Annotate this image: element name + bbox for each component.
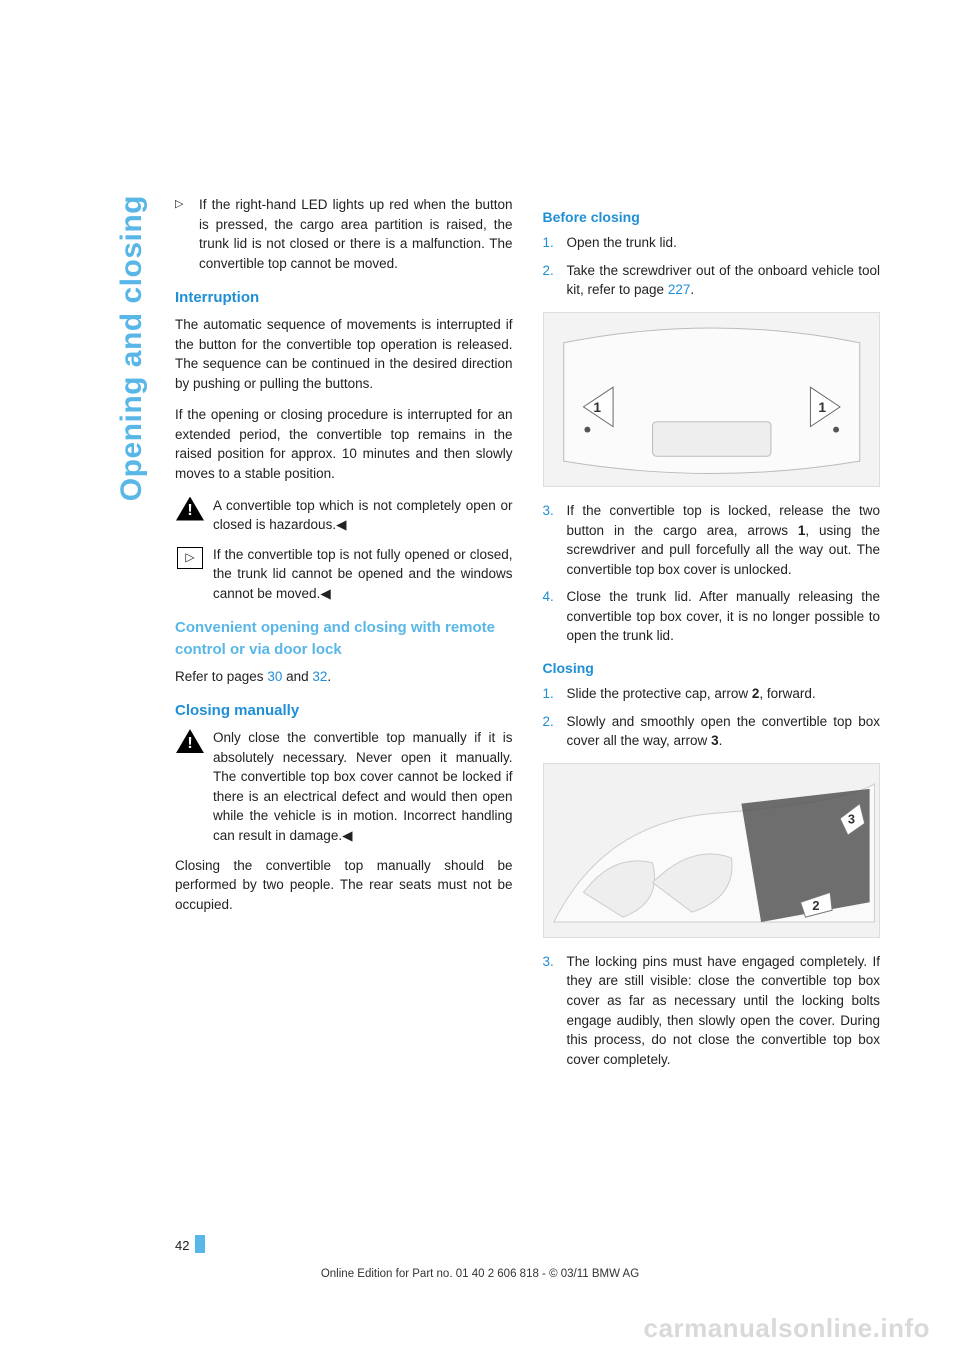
closing-list: 1. Slide the protective cap, arrow 2, fo… [543,684,881,751]
step-4: 4. Close the trunk lid. After manually r… [543,587,881,646]
interior-diagram-icon: 3 2 [544,764,880,937]
svg-text:2: 2 [812,898,819,913]
led-bullet: ▷ If the right-hand LED lights up red wh… [175,195,513,273]
step-1: 1. Open the trunk lid. [543,233,881,253]
step-2-text: Take the screwdriver out of the onboard … [567,261,881,300]
warning-glyph: ! [176,497,204,521]
warning-icon: ! [175,496,205,522]
c2bold: 3 [711,733,719,748]
led-bullet-text: If the right-hand LED lights up red when… [199,195,513,273]
closing-step-1-text: Slide the protective cap, arrow 2, forwa… [567,684,881,704]
page-link-227[interactable]: 227 [668,282,691,297]
left-column: ▷ If the right-hand LED lights up red wh… [175,195,513,1081]
page-number-bar-icon [195,1235,205,1253]
content-columns: ▷ If the right-hand LED lights up red wh… [175,195,880,1081]
note-icon: ▷ [175,545,205,571]
step-num-2: 2. [543,261,567,300]
closing-num-1: 1. [543,684,567,704]
closing-step-1: 1. Slide the protective cap, arrow 2, fo… [543,684,881,704]
step-num-1: 1. [543,233,567,253]
warning-row-2: ! Only close the convertible top manuall… [175,728,513,845]
step-num-4: 4. [543,587,567,646]
heading-interruption: Interruption [175,287,513,309]
heading-closing: Closing [543,658,881,678]
closing-two-people: Closing the convertible top manually sho… [175,856,513,915]
footer-line: Online Edition for Part no. 01 40 2 606 … [0,1268,960,1280]
warning-text-2-span: Only close the convertible top manually … [213,730,513,843]
step-2-pre: Take the screwdriver out of the onboard … [567,263,881,298]
heading-closing-manually: Closing manually [175,700,513,722]
c1b: , forward. [759,686,815,701]
refer-pre: Refer to pages [175,669,267,684]
c2b: . [719,733,723,748]
step-3-text: If the convertible top is locked, releas… [567,501,881,579]
watermark: carmanualsonline.info [644,1313,930,1344]
warning-icon: ! [175,728,205,754]
c1a: Slide the protective cap, arrow [567,686,752,701]
page-number: 42 [175,1238,189,1253]
step-1-text: Open the trunk lid. [567,233,881,253]
c2a: Slowly and smoothly open the convertible… [567,714,881,749]
heading-convenient: Convenient opening and closing with remo… [175,617,513,661]
warning-text-1-span: A convertible top which is not completel… [213,498,513,533]
svg-text:1: 1 [818,399,826,415]
step-num-3: 3. [543,501,567,579]
right-column: Before closing 1. Open the trunk lid. 2.… [543,195,881,1081]
end-mark-icon: ◀ [320,586,330,601]
refer-post: . [327,669,331,684]
step-3: 3. If the convertible top is locked, rel… [543,501,881,579]
end-mark-icon: ◀ [342,828,352,843]
section-tab: Opening and closing [115,195,149,501]
page-number-block: 42 [175,1235,205,1253]
closing-step-3-text: The locking pins must have engaged com­p… [567,952,881,1069]
figure-trunk: 1 1 [543,312,881,487]
page-link-32[interactable]: 32 [312,669,327,684]
closing-step-3: 3. The locking pins must have engaged co… [543,952,881,1069]
interruption-p1: The automatic sequence of movements is i… [175,315,513,393]
svg-text:3: 3 [847,811,854,826]
step-2: 2. Take the screwdriver out of the onboa… [543,261,881,300]
refer-line: Refer to pages 30 and 32. [175,667,513,687]
note-row-1: ▷ If the convertible top is not fully op… [175,545,513,604]
warning-glyph: ! [176,729,204,753]
trunk-diagram-icon: 1 1 [544,313,880,486]
warning-text-2: Only close the convertible top manually … [213,728,513,845]
figure-interior: 3 2 [543,763,881,938]
note-glyph: ▷ [177,547,203,569]
refer-mid: and [282,669,312,684]
warning-row-1: ! A convertible top which is not complet… [175,496,513,535]
before-closing-list-2: 3. If the convertible top is locked, rel… [543,501,881,646]
triangle-bullet-icon: ▷ [175,195,199,273]
before-closing-list: 1. Open the trunk lid. 2. Take the screw… [543,233,881,300]
closing-step-2: 2. Slowly and smoothly open the converti… [543,712,881,751]
page-link-30[interactable]: 30 [267,669,282,684]
warning-text-1: A convertible top which is not completel… [213,496,513,535]
page: Opening and closing ▷ If the right-hand … [0,0,960,1358]
closing-num-2: 2. [543,712,567,751]
closing-list-2: 3. The locking pins must have engaged co… [543,952,881,1069]
step-4-text: Close the trunk lid. After manually rele… [567,587,881,646]
note-text-1: If the convertible top is not fully open… [213,545,513,604]
end-mark-icon: ◀ [336,517,346,532]
closing-num-3: 3. [543,952,567,1069]
heading-before-closing: Before closing [543,207,881,227]
interruption-p2: If the opening or closing procedure is i… [175,405,513,483]
svg-text:1: 1 [593,399,601,415]
note-text-1-span: If the convertible top is not fully open… [213,547,513,601]
step-2-post: . [690,282,694,297]
closing-step-2-text: Slowly and smoothly open the convertible… [567,712,881,751]
